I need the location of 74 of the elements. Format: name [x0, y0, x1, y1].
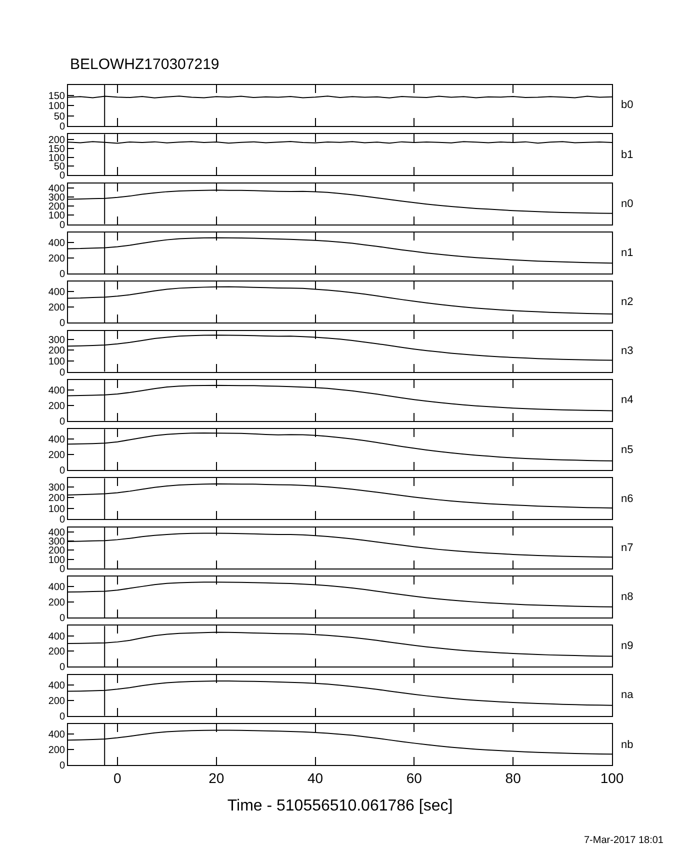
series-label: n2	[621, 296, 634, 308]
y-tick-label: 0	[59, 760, 66, 772]
chart-title: BELOWHZ170307219	[70, 56, 220, 73]
y-tick-label: 200	[48, 546, 66, 557]
y-tick-label: 0	[59, 662, 66, 674]
series-label: n3	[621, 345, 634, 357]
y-tick-label: 0	[59, 613, 66, 624]
x-tick-label: 80	[505, 770, 522, 786]
series-label: b0	[621, 99, 634, 111]
y-tick-label: 50	[54, 111, 66, 122]
y-tick-label: 300	[48, 334, 66, 346]
y-tick-label: 200	[48, 135, 66, 146]
y-tick-label: 100	[48, 504, 66, 515]
y-tick-label: 0	[59, 121, 66, 132]
series-label: n4	[621, 394, 634, 406]
y-tick-label: 200	[48, 400, 66, 412]
y-tick-label: 400	[48, 527, 66, 538]
y-tick-label: 400	[48, 680, 66, 692]
y-tick-label: 0	[59, 318, 66, 330]
series-label: n6	[621, 493, 634, 505]
y-tick-label: 0	[59, 711, 66, 722]
series-label: n9	[621, 640, 634, 652]
y-tick-label: 300	[48, 192, 66, 204]
series-label: n8	[621, 591, 634, 603]
y-tick-label: 200	[48, 346, 66, 357]
x-tick-label: 100	[600, 770, 624, 786]
y-tick-label: 100	[48, 554, 66, 566]
x-tick-label: 60	[406, 770, 422, 786]
y-tick-label: 0	[59, 268, 66, 280]
y-tick-label: 400	[48, 183, 66, 194]
y-tick-label: 200	[48, 696, 66, 707]
y-tick-label: 200	[48, 493, 66, 504]
y-tick-label: 400	[48, 582, 66, 594]
y-tick-label: 400	[48, 730, 66, 741]
y-tick-label: 200	[48, 202, 66, 213]
y-tick-label: 100	[48, 356, 66, 368]
y-tick-label: 0	[59, 466, 66, 477]
y-tick-label: 100	[48, 152, 66, 164]
y-tick-label: 150	[48, 144, 66, 155]
y-tick-label: 200	[48, 745, 66, 756]
y-tick-label: 300	[48, 482, 66, 494]
series-label: b1	[621, 149, 634, 161]
y-tick-label: 400	[48, 631, 66, 642]
y-tick-label: 200	[48, 302, 66, 314]
y-tick-label: 200	[48, 598, 66, 609]
text: 7-Mar-2017 18:01	[584, 835, 664, 846]
series-label: n7	[621, 542, 634, 554]
y-tick-label: 50	[54, 162, 66, 173]
y-tick-label: 100	[48, 101, 66, 112]
series-label: n1	[621, 247, 634, 259]
y-tick-label: 400	[48, 434, 66, 446]
x-tick-label: 40	[307, 770, 324, 786]
series-label: n0	[621, 198, 634, 210]
x-tick-label: 20	[208, 770, 224, 786]
y-tick-label: 100	[48, 210, 66, 222]
y-tick-label: 200	[48, 253, 66, 264]
y-tick-label: 300	[48, 536, 66, 548]
y-tick-label: 0	[59, 220, 66, 231]
y-tick-label: 0	[59, 564, 66, 575]
y-tick-label: 400	[48, 238, 66, 250]
series-label: n5	[621, 444, 634, 456]
y-tick-label: 0	[59, 367, 66, 378]
series-label: na	[621, 689, 634, 701]
y-tick-label: 0	[59, 416, 66, 428]
y-tick-label: 400	[48, 287, 66, 298]
y-tick-label: 200	[48, 646, 66, 658]
x-tick-label: 0	[114, 770, 122, 786]
y-tick-label: 200	[48, 450, 66, 462]
y-tick-label: 150	[48, 90, 66, 102]
series-label: nb	[621, 739, 634, 751]
y-tick-label: 0	[59, 514, 66, 526]
x-axis-title: Time - 510556510.061786 [sec]	[227, 798, 453, 814]
y-tick-label: 400	[48, 385, 66, 396]
y-tick-label: 0	[59, 170, 66, 182]
